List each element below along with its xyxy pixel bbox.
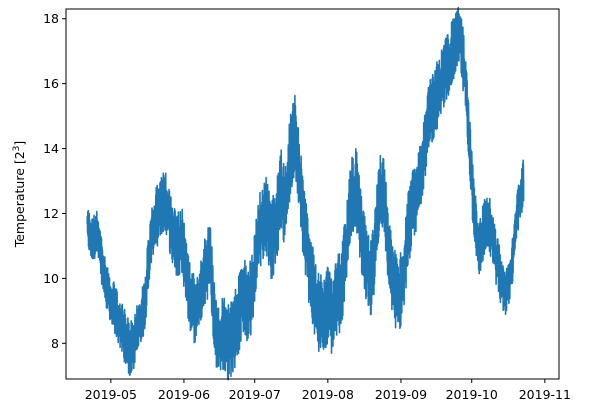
y-tick-label: 12 <box>43 206 59 221</box>
x-tick-label: 2019-05 <box>85 387 137 402</box>
y-tick-label: 14 <box>43 141 59 156</box>
x-tick-label: 2019-08 <box>302 387 354 402</box>
x-tick-label: 2019-09 <box>375 387 427 402</box>
x-axis: 2019-05 2019-06 2019-07 2019-08 2019-09 2019-… <box>85 379 571 402</box>
x-tick-label: 2019-07 <box>229 387 281 402</box>
x-tick-label: 2019-10 <box>446 387 498 402</box>
x-tick-label: 2019-06 <box>158 387 210 402</box>
y-tick-label: 8 <box>51 336 59 351</box>
y-axis-label: Temperature [23] <box>12 141 27 249</box>
y-tick-label: 10 <box>43 271 59 286</box>
y-axis: 8 10 12 14 16 18 <box>43 11 66 351</box>
y-tick-label: 16 <box>43 76 59 91</box>
y-axis-label-end: ] <box>12 141 27 146</box>
y-axis-label-superscript: 3 <box>12 146 22 152</box>
plot-area <box>86 6 525 381</box>
temperature-series-line <box>86 6 525 381</box>
y-tick-label: 18 <box>43 11 59 26</box>
axes-frame <box>65 8 560 380</box>
x-tick-label: 2019-11 <box>519 387 571 402</box>
